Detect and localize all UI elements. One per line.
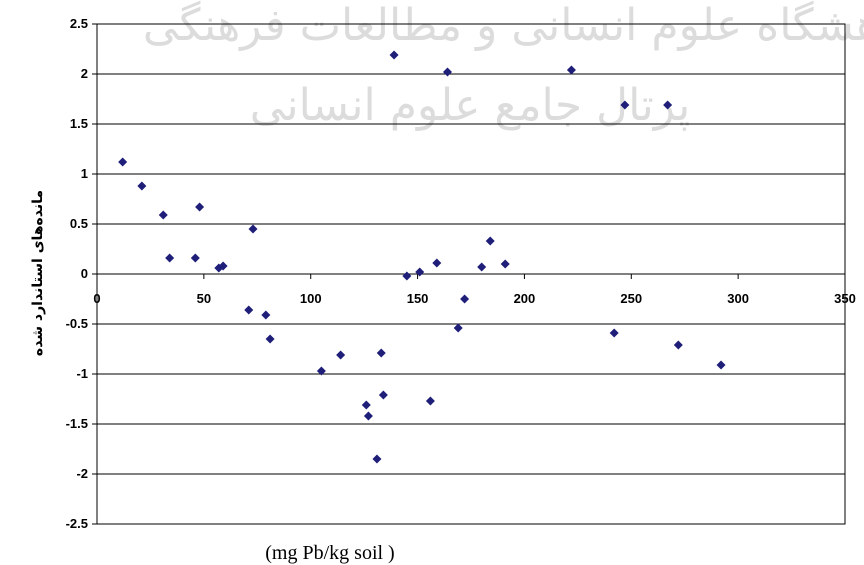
x-tick-label: 50 <box>197 291 211 306</box>
y-tick-label: 1 <box>81 166 88 181</box>
data-point <box>609 328 619 338</box>
data-point <box>566 65 576 75</box>
data-point <box>376 348 386 358</box>
y-tick-label: -1.5 <box>66 416 88 431</box>
data-point <box>500 259 510 269</box>
watermark: پژوهشگاه علوم انسانی و مطالعات فرهنگی پر… <box>143 0 864 131</box>
watermark-line-1: پژوهشگاه علوم انسانی و مطالعات فرهنگی <box>143 0 864 51</box>
x-tick-label: 300 <box>727 291 749 306</box>
y-tick-label: -1 <box>76 366 88 381</box>
data-point <box>663 100 673 110</box>
data-point <box>389 50 399 60</box>
x-axis-label: (mg Pb/kg soil ) <box>265 542 394 564</box>
data-point <box>336 350 346 360</box>
data-point <box>453 323 463 333</box>
data-point <box>248 224 258 234</box>
data-point <box>477 262 487 272</box>
gridlines <box>97 73 845 475</box>
data-point <box>190 253 200 263</box>
data-point <box>372 454 382 464</box>
data-point <box>261 310 271 320</box>
data-point <box>361 400 371 410</box>
y-tick-label: 2 <box>81 66 88 81</box>
data-point <box>244 305 254 315</box>
data-point <box>442 67 452 77</box>
data-point <box>716 360 726 370</box>
y-tick-label: -2.5 <box>66 516 88 531</box>
data-point <box>460 294 470 304</box>
y-tick-label: 2.5 <box>70 16 88 31</box>
data-points <box>118 50 726 464</box>
data-point <box>118 157 128 167</box>
y-axis-label: مانده‌های استاندارد شده <box>30 190 46 356</box>
x-tick-label: 100 <box>300 291 322 306</box>
x-tick-label: 0 <box>93 291 100 306</box>
data-point <box>425 396 435 406</box>
data-point <box>265 334 275 344</box>
y-tick-label: 0 <box>81 266 88 281</box>
x-tick-label: 250 <box>620 291 642 306</box>
data-point <box>165 253 175 263</box>
x-tick-label: 350 <box>834 291 856 306</box>
data-point <box>378 390 388 400</box>
data-point <box>620 100 630 110</box>
y-tick-label: 0.5 <box>70 216 88 231</box>
data-point <box>195 202 205 212</box>
data-point <box>218 261 228 271</box>
data-point <box>158 210 168 220</box>
watermark-line-2: پرتال جامع علوم انسانی <box>250 80 691 131</box>
data-point <box>137 181 147 191</box>
y-tick-label: 1.5 <box>70 116 88 131</box>
y-axis-ticks: 2.5 2 1.5 1 0.5 0 -0.5 -1 -1.5 -2 -2.5 <box>66 16 97 531</box>
x-axis-ticks: 0 50 100 150 200 250 300 350 <box>93 274 856 306</box>
data-point <box>316 366 326 376</box>
data-point <box>432 258 442 268</box>
data-point <box>402 271 412 281</box>
x-tick-label: 200 <box>514 291 536 306</box>
data-point <box>673 340 683 350</box>
data-point <box>363 411 373 421</box>
data-point <box>415 267 425 277</box>
x-tick-label: 150 <box>407 291 429 306</box>
y-tick-label: -0.5 <box>66 316 88 331</box>
y-tick-label: -2 <box>76 466 88 481</box>
data-point <box>485 236 495 246</box>
